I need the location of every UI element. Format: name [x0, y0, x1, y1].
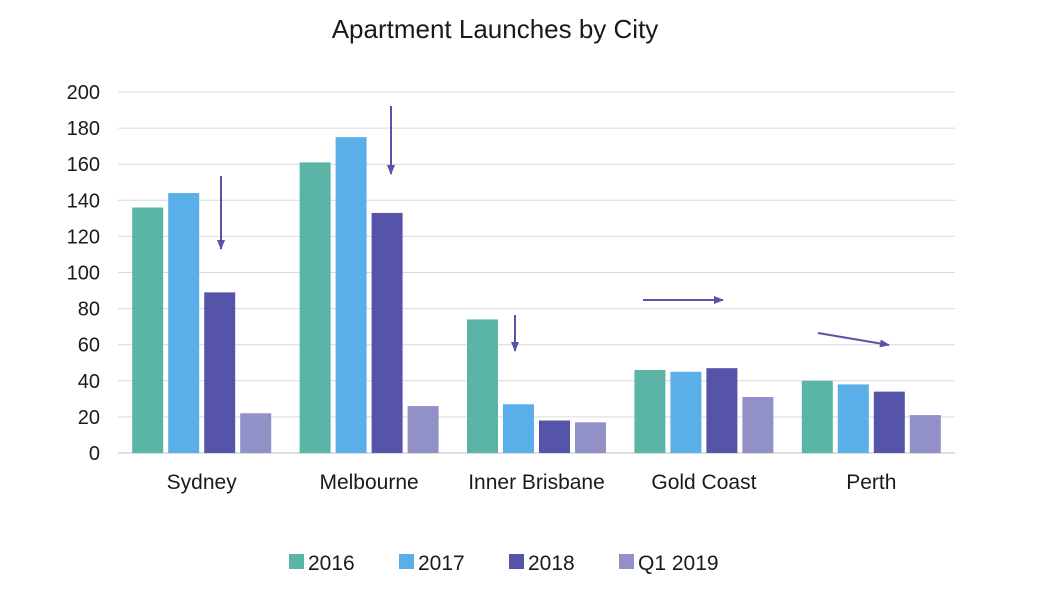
y-tick-label: 200 [67, 82, 100, 104]
bar-2017-gold-coast [670, 371, 702, 453]
trend-arrow-perth [817, 332, 890, 348]
legend-label: 2018 [528, 552, 575, 575]
y-tick-label: 60 [78, 335, 100, 357]
y-tick-label: 80 [78, 299, 100, 321]
y-tick-label: 0 [89, 443, 100, 465]
y-tick-label: 120 [67, 226, 100, 248]
trend-arrows [217, 106, 890, 352]
bar-2017-perth [837, 384, 869, 453]
bars [132, 137, 941, 453]
bar-q1-2019-inner-brisbane [575, 422, 606, 453]
bar-2018-perth [873, 391, 905, 453]
x-axis: Sydney Melbourne Inner Brisbane Gold Coast P… [167, 471, 897, 494]
x-category-label: Sydney [167, 471, 238, 494]
y-tick-label: 140 [67, 190, 100, 212]
bar-q1-2019-gold-coast [742, 397, 774, 453]
x-category-label: Inner Brisbane [468, 471, 605, 494]
bar-2018-melbourne [371, 212, 403, 453]
legend: 2016 2017 2018 Q1 2019 [289, 552, 719, 575]
bar-2017-inner-brisbane [503, 404, 534, 453]
x-category-label: Perth [846, 471, 896, 494]
legend-label: 2017 [418, 552, 465, 575]
bar-2018-sydney [204, 292, 236, 453]
bar-2018-inner-brisbane [539, 420, 570, 453]
x-category-label: Melbourne [319, 471, 418, 494]
legend-swatch [509, 554, 524, 569]
bar-2016-inner-brisbane [467, 319, 498, 453]
bar-q1-2019-melbourne [407, 406, 439, 453]
legend-swatch [619, 554, 634, 569]
legend-label: 2016 [308, 552, 355, 575]
bar-2016-sydney [132, 207, 164, 453]
bar-2017-melbourne [335, 137, 367, 453]
bar-q1-2019-sydney [240, 413, 272, 453]
legend-swatch [289, 554, 304, 569]
bar-2017-sydney [168, 193, 200, 453]
y-tick-label: 180 [67, 118, 100, 140]
chart-title: Apartment Launches by City [332, 14, 659, 44]
bar-2016-gold-coast [634, 369, 666, 453]
y-axis-ticks: 0 20 40 60 80 100 120 140 160 180 200 [67, 82, 100, 465]
y-tick-label: 100 [67, 263, 100, 285]
bar-2018-gold-coast [706, 368, 738, 453]
y-tick-label: 20 [78, 407, 100, 429]
y-tick-label: 160 [67, 154, 100, 176]
x-category-label: Gold Coast [651, 471, 756, 494]
bar-2016-perth [801, 380, 833, 453]
legend-label: Q1 2019 [638, 552, 719, 575]
bar-2016-melbourne [299, 162, 331, 453]
legend-swatch [399, 554, 414, 569]
y-tick-label: 40 [78, 371, 100, 393]
bar-q1-2019-perth [909, 415, 941, 453]
